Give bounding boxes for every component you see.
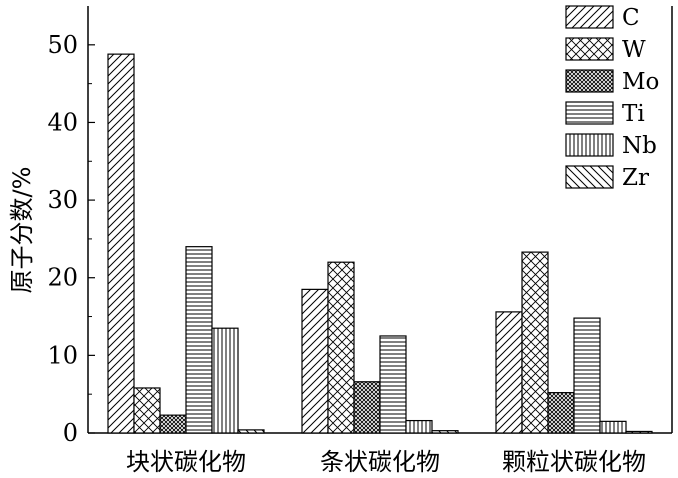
x-tick-label: 块状碳化物 — [126, 448, 246, 476]
legend-swatch-ti — [565, 101, 614, 125]
bar-nb-1 — [211, 327, 239, 434]
legend-swatch-w — [565, 37, 614, 61]
legend-label-mo: Mo — [622, 69, 659, 95]
bar-nb-3 — [599, 420, 627, 434]
bar-c-2 — [301, 288, 329, 434]
legend-swatch-zr — [565, 165, 614, 189]
bar-ti-2 — [379, 335, 407, 434]
y-tick-label: 50 — [47, 31, 78, 59]
bar-zr-1 — [237, 429, 265, 434]
y-tick-label: 40 — [47, 108, 78, 136]
legend-label-nb: Nb — [622, 133, 657, 159]
x-tick-label: 颗粒状碳化物 — [502, 448, 646, 476]
bar-ti-1 — [185, 246, 213, 434]
y-tick-label: 20 — [47, 264, 78, 292]
bars-group — [107, 53, 653, 434]
bar-mo-2 — [353, 381, 381, 434]
legend: CW Mo Ti Nb Zr — [565, 5, 659, 191]
bar-zr-3 — [625, 430, 653, 434]
legend-label-ti: Ti — [622, 101, 645, 127]
bar-w-1 — [133, 387, 161, 434]
bar-mo-3 — [547, 392, 575, 434]
legend-label-zr: Zr — [622, 165, 649, 191]
x-tick-label: 条状碳化物 — [320, 448, 440, 476]
y-tick-label: 10 — [47, 341, 78, 369]
bar-nb-2 — [405, 419, 433, 434]
legend-swatch-c — [565, 5, 614, 29]
bar-w-2 — [327, 261, 355, 434]
legend-swatch-nb — [565, 133, 614, 157]
y-axis-title: 原子分数/% — [8, 167, 36, 294]
legend-swatch-mo — [565, 69, 614, 93]
legend-label-c: C — [622, 5, 640, 31]
bar-w-3 — [521, 251, 549, 434]
legend-label-w: W — [622, 37, 646, 63]
bar-ti-3 — [573, 317, 601, 434]
bar-c-1 — [107, 53, 135, 434]
plot-area: 0 10 20 30 40 50 块状碳化物 条状碳化物 颗粒状碳化物 — [47, 6, 673, 476]
bar-mo-1 — [159, 414, 187, 434]
bar-zr-2 — [431, 430, 459, 434]
bar-c-3 — [495, 311, 523, 434]
y-tick-label: 30 — [47, 186, 78, 214]
y-tick-label: 0 — [63, 419, 78, 447]
